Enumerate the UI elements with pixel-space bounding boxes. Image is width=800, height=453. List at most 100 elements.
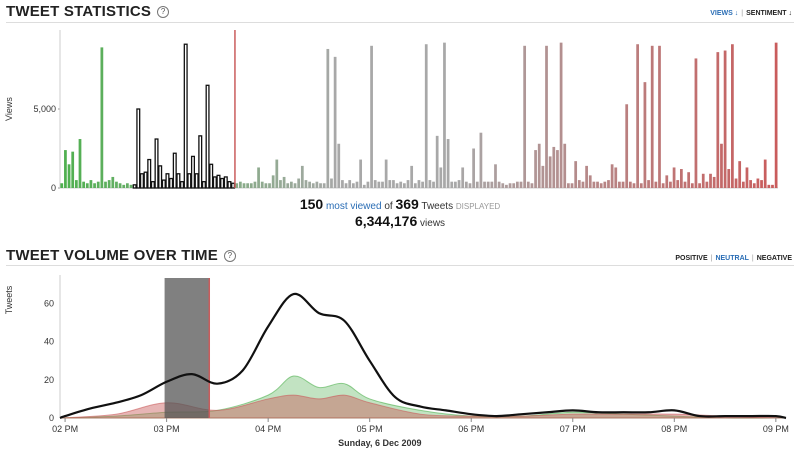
view-bar: [150, 181, 155, 189]
help-icon[interactable]: ?: [223, 249, 236, 262]
view-bar: [588, 175, 592, 188]
toggle-separator: |: [710, 255, 713, 262]
y-tick-label: 0: [51, 183, 56, 193]
view-bar: [552, 146, 556, 188]
views-sort-toggle[interactable]: VIEWS ↓: [710, 10, 739, 17]
view-bar: [570, 183, 574, 188]
view-bar: [607, 180, 610, 188]
view-bar: [235, 183, 239, 188]
sentiment-sort-toggle[interactable]: SENTIMENT ↓: [746, 10, 792, 17]
summary-tweets-label: Tweets: [421, 201, 454, 212]
neutral-toggle[interactable]: NEUTRAL: [715, 255, 749, 262]
view-bar: [100, 47, 104, 188]
view-bar: [464, 181, 468, 188]
view-bar: [705, 181, 709, 188]
view-bar: [661, 183, 665, 188]
view-bar: [129, 184, 133, 188]
view-bar: [745, 167, 749, 188]
view-bar: [435, 135, 439, 188]
view-bar: [454, 181, 457, 188]
positive-toggle[interactable]: POSITIVE: [675, 255, 708, 262]
volume-divider: [6, 265, 794, 266]
view-bar: [286, 183, 290, 188]
view-bar: [139, 173, 144, 189]
time-selection-brush: [164, 278, 210, 418]
view-bar: [494, 164, 497, 188]
view-bar: [716, 52, 720, 189]
view-bar: [472, 148, 475, 188]
view-bar: [122, 184, 126, 188]
view-bar: [475, 181, 479, 188]
view-bar: [741, 181, 745, 188]
view-bar: [337, 143, 341, 188]
view-bar: [541, 165, 545, 188]
view-bar: [636, 44, 640, 188]
view-bar: [683, 181, 687, 188]
x-tick-label: 09 PM: [763, 424, 789, 434]
negative-toggle[interactable]: NEGATIVE: [756, 255, 792, 262]
sentiment-filter-toggles: POSITIVE | NEUTRAL | NEGATIVE: [675, 255, 792, 262]
view-bar: [107, 180, 111, 188]
view-bar: [760, 180, 763, 188]
view-bar: [734, 178, 738, 188]
view-bar: [610, 164, 614, 188]
view-bar: [362, 184, 366, 188]
view-bar: [223, 176, 228, 189]
view-bar: [417, 180, 421, 188]
view-bar: [497, 181, 501, 188]
stats-divider: [6, 22, 794, 23]
view-bar: [596, 181, 599, 188]
summary-views-count: 6,344,176: [354, 213, 418, 229]
view-bar: [271, 175, 275, 188]
view-bar: [154, 138, 159, 189]
view-bar: [297, 178, 301, 188]
view-bar: [246, 183, 250, 188]
view-bar: [194, 173, 199, 189]
help-icon[interactable]: ?: [157, 5, 170, 18]
volume-title-text: TWEET VOLUME OVER TIME: [6, 247, 218, 264]
view-bar: [384, 159, 388, 188]
view-bar: [763, 159, 767, 188]
view-bar: [341, 180, 344, 188]
stats-sort-toggles: VIEWS ↓ | SENTIMENT ↓: [710, 10, 792, 17]
view-bar: [690, 183, 694, 188]
x-tick-label: 07 PM: [560, 424, 586, 434]
y-tick-label: 5,000: [33, 104, 56, 114]
view-bar: [395, 183, 399, 188]
view-bar: [625, 104, 629, 188]
view-bar: [505, 184, 508, 188]
view-bar: [618, 181, 621, 188]
view-bar: [201, 181, 206, 189]
x-tick-label: 04 PM: [255, 424, 281, 434]
view-bar: [242, 183, 246, 188]
view-bar: [774, 42, 778, 188]
view-bar: [216, 174, 221, 189]
view-bar: [111, 176, 115, 188]
stats-title-text: TWEET STATISTICS: [6, 3, 152, 20]
most-viewed-link[interactable]: most viewed: [325, 201, 382, 212]
view-bar: [563, 143, 567, 188]
y-axis-label: Views: [4, 97, 14, 121]
view-bar: [268, 183, 271, 188]
view-bar: [373, 180, 377, 188]
view-bar: [172, 152, 177, 189]
view-bar: [64, 150, 67, 188]
view-bar: [501, 183, 505, 188]
view-bar: [443, 42, 446, 188]
view-bar: [165, 173, 170, 189]
view-bar: [738, 161, 742, 188]
view-bar: [344, 183, 348, 188]
view-bar: [643, 82, 647, 188]
view-bar: [654, 181, 658, 188]
view-bar: [311, 183, 315, 188]
x-tick-label: 02 PM: [52, 424, 78, 434]
view-bar: [676, 180, 680, 188]
view-bar: [446, 139, 450, 188]
view-bar: [115, 181, 118, 188]
view-bar: [749, 180, 752, 188]
view-bar: [567, 183, 570, 188]
view-bar: [290, 181, 293, 188]
view-bar: [468, 183, 472, 188]
summary-line-views: 6,344,176 views: [0, 213, 800, 229]
x-tick-label: 03 PM: [154, 424, 180, 434]
